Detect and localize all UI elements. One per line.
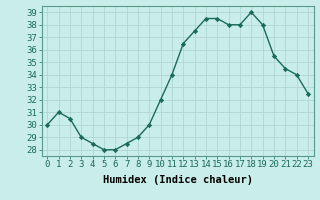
X-axis label: Humidex (Indice chaleur): Humidex (Indice chaleur)	[103, 175, 252, 185]
